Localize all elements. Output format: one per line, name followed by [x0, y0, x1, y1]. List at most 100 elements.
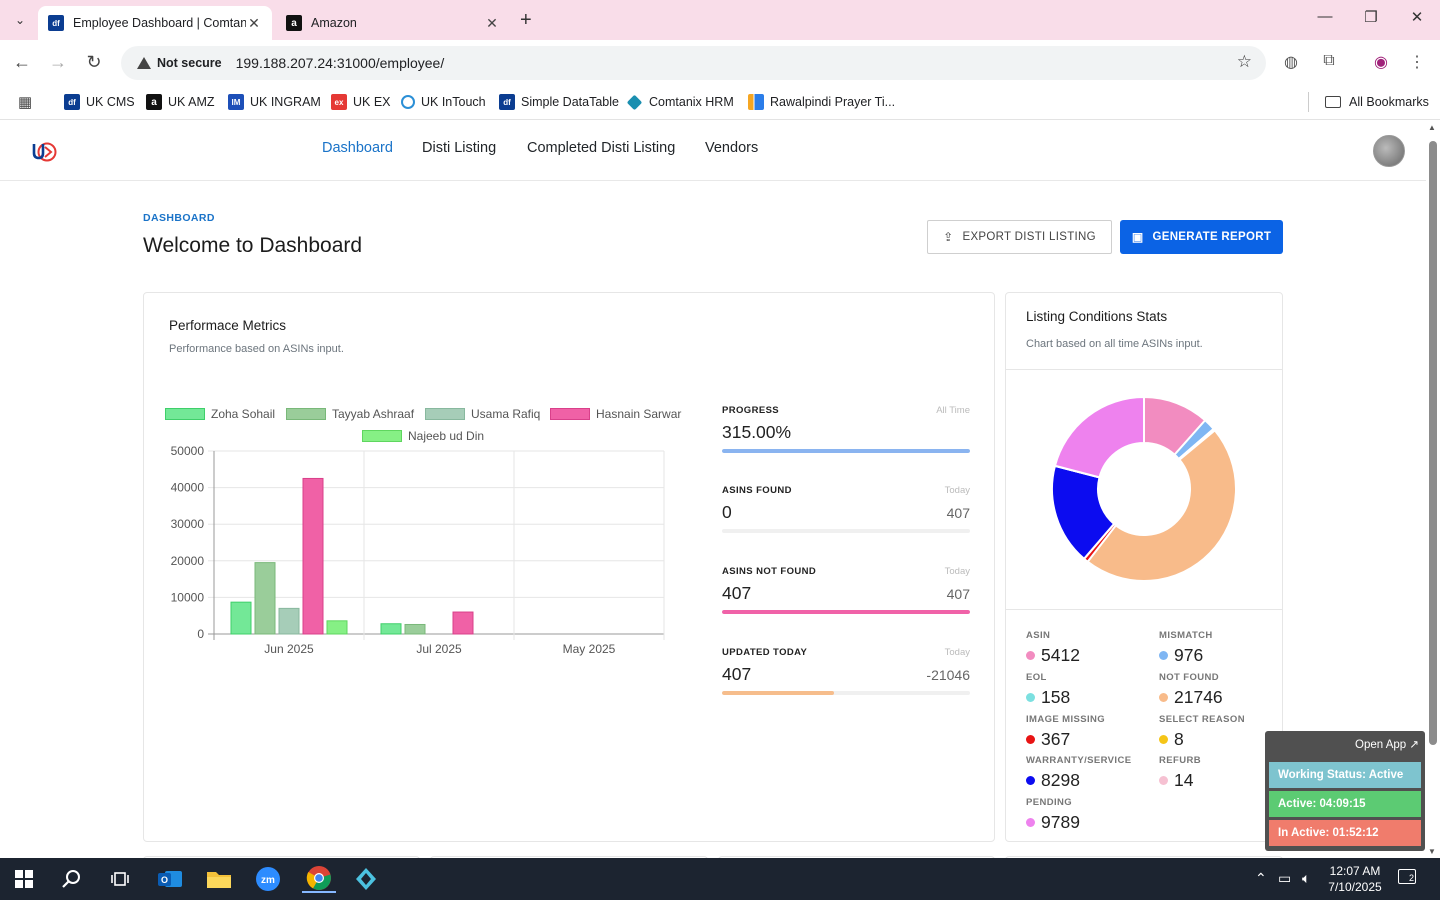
scroll-thumb[interactable] [1429, 141, 1437, 745]
file-explorer-icon[interactable] [205, 865, 233, 893]
address-bar[interactable]: Not secure 199.188.207.24:31000/employee… [121, 46, 1266, 80]
stat-value: 8 [1174, 729, 1184, 749]
scroll-up-arrow-icon[interactable]: ▲ [1428, 123, 1436, 132]
user-avatar[interactable] [1373, 135, 1405, 167]
chrome-icon[interactable] [302, 865, 336, 893]
extensions-puzzle-icon[interactable]: ⧉ [1323, 52, 1335, 69]
security-chip[interactable]: Not secure [129, 50, 230, 76]
donut-slice-pending[interactable] [1053, 395, 1145, 479]
zoom-icon[interactable]: zm [254, 865, 282, 893]
metric-period: Today [944, 647, 970, 658]
legend-swatch [425, 408, 465, 420]
profile-icon[interactable]: ◉ [1374, 54, 1388, 71]
bookmark-star-icon[interactable]: ☆ [1236, 52, 1252, 71]
task-view-icon[interactable] [106, 865, 134, 893]
x-tick-label: May 2025 [563, 642, 616, 656]
tab-close-icon[interactable]: ✕ [486, 14, 498, 31]
volume-muted-icon[interactable]: 🔈︎ [1302, 870, 1311, 886]
bookmark-label: UK InTouch [421, 95, 486, 109]
export-disti-listing-button[interactable]: ⇪ EXPORT DISTI LISTING [927, 220, 1112, 254]
open-app-link[interactable]: Open App ↗ [1355, 739, 1419, 751]
metric-period: Today [944, 485, 970, 496]
comtanix-app-icon[interactable] [352, 865, 380, 893]
back-arrow-icon[interactable]: ← [13, 52, 31, 72]
network-icon[interactable]: ▭ [1278, 870, 1292, 886]
page-title: Welcome to Dashboard [143, 234, 363, 257]
bookmark-rawalpindi-prayer[interactable]: Rawalpindi Prayer Ti... [748, 92, 895, 112]
bookmark-label: Simple DataTable [521, 95, 619, 109]
breadcrumb: DASHBOARD [143, 212, 215, 224]
bookmark-label: UK INGRAM [250, 95, 321, 109]
bookmark-label: UK CMS [86, 95, 135, 109]
system-clock[interactable]: 12:07 AM 7/10/2025 [1325, 863, 1385, 895]
metric-value: 407 [722, 664, 752, 684]
legend-swatch [550, 408, 590, 420]
stat-color-dot [1026, 776, 1035, 785]
legend-item[interactable]: Usama Rafiq [425, 407, 540, 421]
bookmark-uk-ingram[interactable]: IM UK INGRAM [228, 92, 321, 112]
browser-tab-employee-dashboard[interactable]: df Employee Dashboard | Comtan ✕ [38, 6, 272, 40]
metric-progress-track [722, 610, 970, 614]
search-icon[interactable] [58, 865, 86, 893]
stat-color-dot [1026, 735, 1035, 744]
bookmark-uk-amz[interactable]: a UK AMZ [146, 92, 215, 112]
page-scrollbar[interactable]: ▲ ▼ [1426, 121, 1440, 858]
bookmark-comtanix-hrm[interactable]: Comtanix HRM [626, 92, 734, 112]
uk-logo-icon[interactable] [32, 139, 58, 163]
translate-globe-icon[interactable]: ◍ [1284, 54, 1298, 71]
nav-vendors[interactable]: Vendors [705, 140, 759, 156]
scroll-down-arrow-icon[interactable]: ▼ [1428, 847, 1436, 856]
restore-icon[interactable]: ❐ [1364, 9, 1378, 26]
legend-item[interactable]: Zoha Sohail [165, 407, 275, 421]
browser-tab-amazon[interactable]: a Amazon ✕ [276, 6, 510, 40]
bookmark-uk-intouch[interactable]: UK InTouch [401, 92, 486, 112]
legend-item[interactable]: Tayyab Ashraaf [286, 407, 414, 421]
stat-color-dot [1159, 693, 1168, 702]
generate-report-button[interactable]: ▣ GENERATE REPORT [1120, 220, 1283, 254]
minimize-icon[interactable]: — [1317, 8, 1333, 25]
bookmark-simple-datatable[interactable]: df Simple DataTable [499, 92, 619, 112]
metric-asins-found: ASINS FOUND Today 0 407 [722, 485, 970, 533]
apps-grid-icon[interactable]: ▦ [18, 94, 33, 111]
stat-label: SELECT REASON [1159, 714, 1245, 725]
page-content: Dashboard Disti Listing Completed Disti … [0, 121, 1426, 858]
stats-title: Listing Conditions Stats [1026, 309, 1168, 324]
metric-label: ASINS NOT FOUND [722, 566, 817, 577]
stat-value: 158 [1041, 687, 1071, 707]
outlook-icon[interactable]: O [156, 865, 184, 893]
stats-subtitle: Chart based on all time ASINs input. [1026, 338, 1203, 350]
legend-label: Najeeb ud Din [408, 429, 485, 443]
legend-item[interactable]: Najeeb ud Din [362, 429, 484, 443]
nav-completed-disti-listing[interactable]: Completed Disti Listing [527, 140, 676, 156]
metric-progress-fill [722, 610, 970, 614]
stat-image-missing: IMAGE MISSING 367 [1026, 714, 1105, 750]
legend-swatch [362, 430, 402, 442]
new-tab-plus-icon[interactable]: + [520, 9, 532, 31]
windows-start-icon[interactable] [10, 865, 38, 893]
notifications-icon[interactable]: 2 [1398, 868, 1416, 884]
url-text[interactable]: 199.188.207.24:31000/employee/ [235, 55, 445, 71]
forward-arrow-icon[interactable]: → [49, 52, 67, 72]
metric-progress-track [722, 529, 970, 533]
bookmark-uk-cms[interactable]: df UK CMS [64, 92, 135, 112]
all-bookmarks[interactable]: All Bookmarks [1325, 92, 1429, 112]
tab-search-chevron-icon[interactable]: ⌄ [14, 13, 26, 27]
save-disk-icon: ▣ [1131, 230, 1144, 244]
legend-label: Zoha Sohail [211, 407, 276, 421]
window-close-icon[interactable]: ✕ [1410, 9, 1424, 26]
chrome-menu-kebab-icon[interactable]: ⋮ [1409, 54, 1425, 71]
performance-subtitle: Performance based on ASINs input. [169, 343, 344, 355]
metric-total: 407 [946, 505, 970, 521]
warning-triangle-icon [137, 57, 151, 69]
metric-value: 0 [722, 502, 732, 522]
stat-value: 5412 [1041, 645, 1080, 665]
bookmark-uk-ex[interactable]: ex UK EX [331, 92, 391, 112]
tab-close-icon[interactable]: ✕ [248, 14, 260, 31]
donut-slice-not-found[interactable] [1086, 428, 1237, 582]
tray-chevron-up-icon[interactable]: ⌃ [1255, 870, 1267, 886]
nav-dashboard[interactable]: Dashboard [322, 140, 393, 156]
legend-item[interactable]: Hasnain Sarwar [550, 407, 681, 421]
reload-icon[interactable]: ↻ [86, 52, 102, 72]
nav-disti-listing[interactable]: Disti Listing [422, 140, 497, 156]
stat-warranty-service: WARRANTY/SERVICE 8298 [1026, 755, 1131, 791]
